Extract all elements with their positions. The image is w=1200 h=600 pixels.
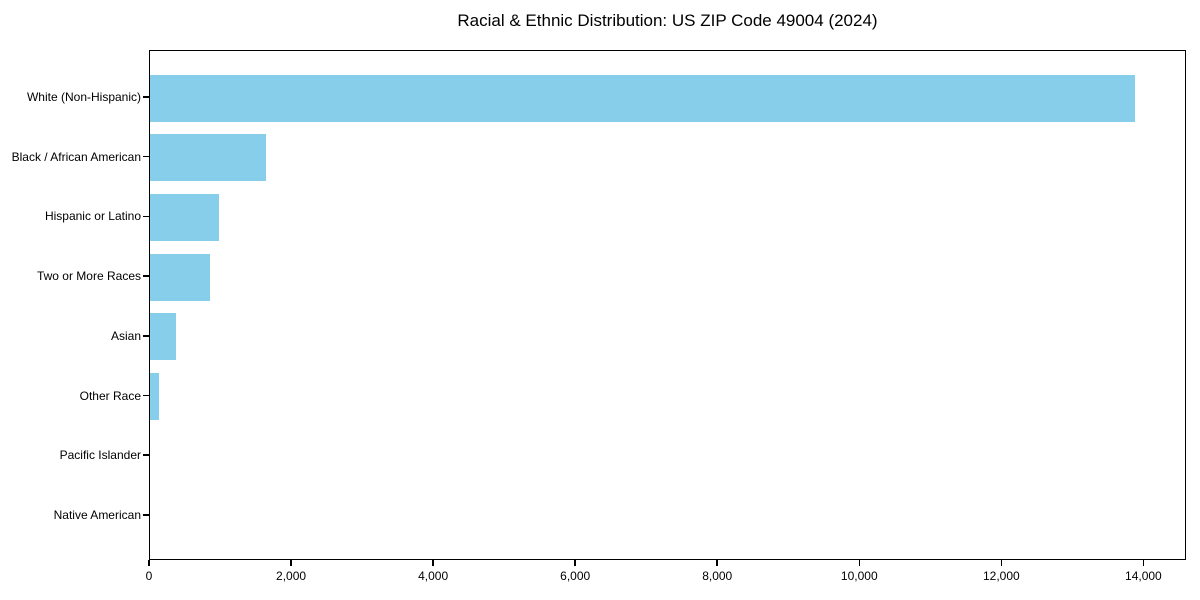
y-axis-tick (143, 215, 149, 218)
x-axis-tick (574, 560, 576, 566)
x-axis-tick-label: 2,000 (276, 569, 307, 583)
x-axis-tick (1000, 560, 1003, 566)
x-axis-tick-label: 14,000 (1125, 569, 1162, 583)
x-axis-tick (432, 560, 434, 566)
x-axis-tick-label: 0 (145, 569, 153, 583)
y-axis-label: Asian (110, 328, 141, 343)
x-axis-tick (716, 560, 718, 566)
x-axis-tick (148, 560, 150, 566)
bar (150, 253, 211, 301)
y-axis-label: Hispanic or Latino (44, 209, 141, 224)
x-axis-tick-label: 10,000 (840, 569, 878, 583)
y-axis-tick (143, 394, 149, 397)
y-axis-label: Pacific Islander (59, 448, 141, 463)
y-axis-label: Two or More Races (36, 269, 141, 284)
y-axis-label: Black / African American (11, 149, 141, 164)
x-axis-tick (290, 560, 292, 566)
y-axis-tick (143, 514, 149, 516)
bar (150, 373, 160, 420)
bar (150, 193, 219, 241)
plot-area (149, 50, 1186, 560)
bar (150, 313, 176, 361)
y-axis-tick (143, 155, 149, 158)
y-axis-tick (143, 454, 149, 456)
y-axis-tick (143, 96, 149, 98)
chart-title: Racial & Ethnic Distribution: US ZIP Cod… (457, 11, 878, 30)
bar (150, 134, 266, 182)
y-axis-label: White (Non-Hispanic) (26, 90, 141, 104)
bar (150, 74, 1136, 122)
x-axis-tick-label: 12,000 (982, 569, 1020, 583)
x-axis-tick-label: 6,000 (560, 569, 591, 583)
x-axis-tick-label: 8,000 (702, 569, 733, 583)
x-axis-tick (858, 560, 861, 566)
y-axis-tick (143, 275, 149, 277)
x-axis-tick (1142, 560, 1145, 566)
y-axis-label: Native American (53, 507, 141, 522)
x-axis-tick-label: 4,000 (418, 569, 449, 583)
y-axis-tick (143, 335, 149, 337)
y-axis-label: Other Race (79, 388, 141, 403)
